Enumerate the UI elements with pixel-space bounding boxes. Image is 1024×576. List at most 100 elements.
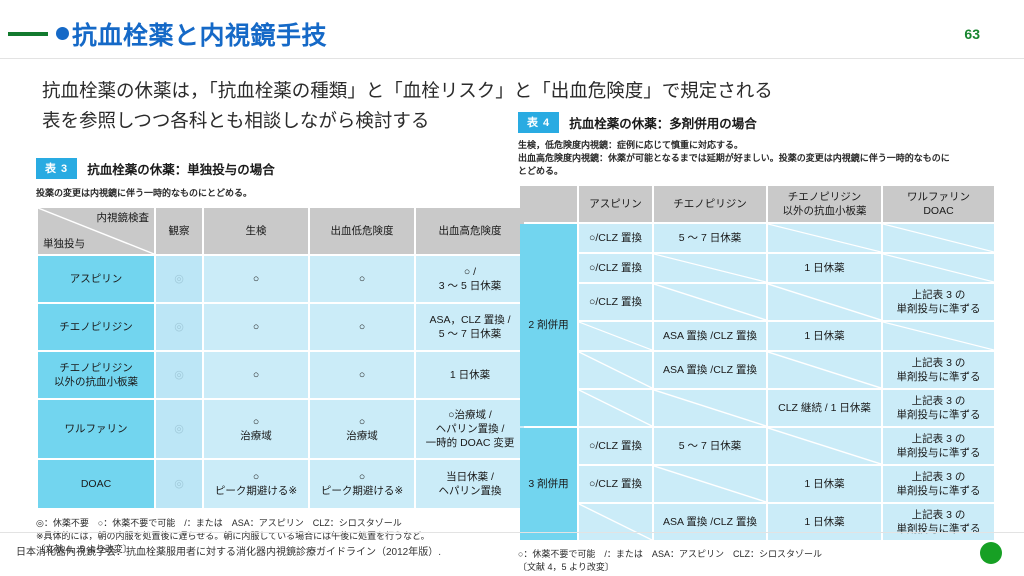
table4-col-0: アスピリン bbox=[579, 186, 652, 222]
footer-divider bbox=[0, 532, 1024, 533]
table-row: 3 剤併用 ○/CLZ 置換 5 〜 7 日休薬 上記表 3 の単剤投与に準ずる bbox=[520, 428, 994, 540]
table3-row-label: DOAC bbox=[38, 460, 154, 508]
table4-corner-cell bbox=[520, 186, 577, 222]
lead-paragraph: 抗血栓薬の休薬は，「抗血栓薬の種類」と「血栓リスク」と「出血危険度」で規定される… bbox=[42, 76, 872, 136]
diagonal-line-icon bbox=[883, 254, 994, 282]
table4-note-1: 出血高危険度内視鏡：休薬が可能となるまでは延期が好ましい。投薬の変更は内視鏡に伴… bbox=[518, 153, 950, 163]
table3-col-3: 出血高危険度 bbox=[416, 208, 524, 254]
table3-cell: ○ bbox=[310, 352, 414, 398]
table4-group-label: 3 剤併用 bbox=[520, 428, 577, 540]
table-row: ワルファリン ◎ ○ 治療域 ○ 治療域 ○治療域 / ヘパリン置換 / 一時的 DOAC 変更 bbox=[38, 400, 524, 458]
table4-cell: 上記表 3 の単剤投与に準ずる bbox=[883, 504, 994, 540]
table3-badge: 表 3 bbox=[36, 158, 78, 179]
table3-title: 抗血栓薬の休薬：単独投与の場合 bbox=[87, 163, 275, 177]
table4-cell: ASA 置換 /CLZ 置換 bbox=[654, 322, 766, 350]
table4-cell: ○/CLZ 置換 bbox=[579, 428, 652, 464]
table4-cell: 1 日休薬 bbox=[768, 466, 881, 502]
table4-cell: 上記表 3 の単剤投与に準ずる bbox=[883, 352, 994, 388]
table4-title: 抗血栓薬の休薬：多剤併用の場合 bbox=[569, 117, 757, 131]
table-row: ASA 置換 /CLZ 置換 上記表 3 の単剤投与に準ずる bbox=[520, 352, 994, 388]
table3-cell: ◎ bbox=[156, 304, 202, 350]
table4-cell bbox=[579, 504, 652, 540]
table4-cell bbox=[654, 390, 766, 426]
table3-row-label: チエノピリジン 以外の抗血小板薬 bbox=[38, 352, 154, 398]
table3-col-2: 出血低危険度 bbox=[310, 208, 414, 254]
title-dash-icon bbox=[8, 32, 48, 36]
table4-cell bbox=[654, 284, 766, 320]
table3-row-label: チエノピリジン bbox=[38, 304, 154, 350]
page-number: 63 bbox=[964, 26, 980, 42]
table3-row-label: アスピリン bbox=[38, 256, 154, 302]
table3: 内視鏡検査 単独投与 観察 生検 出血低危険度 出血高危険度 アスピリン ◎ ○ ○ ○… bbox=[36, 206, 526, 510]
table3-heading: 表 3 抗血栓薬の休薬：単独投与の場合 bbox=[36, 158, 502, 179]
table4-cell bbox=[579, 352, 652, 388]
table4-footnote-0: ○：休薬不要で可能 /：または ASA：アスピリン CLZ：シロスタゾール bbox=[518, 549, 822, 559]
diagonal-line-icon bbox=[883, 224, 994, 252]
diagonal-line-icon bbox=[654, 284, 766, 320]
table-row: チエノピリジン ◎ ○ ○ ASA，CLZ 置換 /5 〜 7 日休薬 bbox=[38, 304, 524, 350]
table4-header-row: アスピリン チエノピリジン チエノピリジン 以外の抗血小板薬 ワルファリン DOAC bbox=[520, 186, 994, 222]
table3-cell: ◎ bbox=[156, 400, 202, 458]
page-title: 抗血栓薬と内視鏡手技 bbox=[72, 22, 328, 50]
header-divider bbox=[0, 58, 1024, 59]
table4-cell: ○/CLZ 置換 bbox=[579, 284, 652, 320]
table4-body: 2 剤併用 ○/CLZ 置換 5 〜 7 日休薬 ○/CLZ 置換 1 日休薬 ○/CLZ… bbox=[520, 224, 994, 540]
table3-body: アスピリン ◎ ○ ○ ○ /3 〜 5 日休薬 チエノピリジン ◎ ○ ○ ASA，CLZ 置換… bbox=[38, 256, 524, 508]
table4-cell: 上記表 3 の単剤投与に準ずる bbox=[883, 390, 994, 426]
diagonal-line-icon bbox=[768, 224, 881, 252]
table-row: ○/CLZ 置換 上記表 3 の単剤投与に準ずる bbox=[520, 284, 994, 320]
table3-note: 投薬の変更は内視鏡に伴う一時的なものにとどめる。 bbox=[36, 188, 253, 198]
table3-cell: ○ bbox=[204, 256, 308, 302]
table4-cell: 上記表 3 の単剤投与に準ずる bbox=[883, 284, 994, 320]
table3-corner-bottom: 単独投与 bbox=[43, 238, 85, 250]
table4-col-1: チエノピリジン bbox=[654, 186, 766, 222]
table3-cell: 1 日休薬 bbox=[416, 352, 524, 398]
table3-footnote-0: ◎：休薬不要 ○：休薬不要で可能 /：または ASA：アスピリン CLZ：シロス… bbox=[36, 518, 402, 528]
table4-cell: 上記表 3 の単剤投与に準ずる bbox=[883, 428, 994, 464]
table4-note-2: とどめる。 bbox=[518, 166, 564, 176]
table3-footnotes: ◎：休薬不要 ○：休薬不要で可能 /：または ASA：アスピリン CLZ：シロス… bbox=[36, 517, 502, 556]
table4-cell: 5 〜 7 日休薬 bbox=[654, 428, 766, 464]
table4-cell bbox=[768, 428, 881, 464]
table4-cell bbox=[654, 254, 766, 282]
table4-cell: 5 〜 7 日休薬 bbox=[654, 224, 766, 252]
title-bullet-icon bbox=[56, 27, 69, 40]
table4-heading: 表 4 抗血栓薬の休薬：多剤併用の場合 bbox=[518, 112, 988, 133]
table3-footnote-1: ※具体的には，朝の内服を処置後に遅らせる。朝に内服している場合には午後に処置を行… bbox=[36, 531, 430, 541]
table3-cell: ASA，CLZ 置換 /5 〜 7 日休薬 bbox=[416, 304, 524, 350]
table4-cell bbox=[883, 254, 994, 282]
lead-line-2: 表を参照しつつ各科とも相談しながら検討する bbox=[42, 110, 430, 131]
table-row: ○/CLZ 置換 1 日休薬 上記表 3 の単剤投与に準ずる bbox=[520, 466, 994, 502]
table-row: ASA 置換 /CLZ 置換 1 日休薬 bbox=[520, 322, 994, 350]
table3-cell: ○ bbox=[310, 256, 414, 302]
table3-block: 表 3 抗血栓薬の休薬：単独投与の場合 投薬の変更は内視鏡に伴う一時的なものにとど… bbox=[36, 158, 524, 556]
lead-line-1: 抗血栓薬の休薬は，「抗血栓薬の種類」と「血栓リスク」と「出血危険度」で規定される bbox=[42, 80, 773, 101]
table-row: CLZ 継続 / 1 日休薬 上記表 3 の単剤投与に準ずる bbox=[520, 390, 994, 426]
diagonal-line-icon bbox=[768, 428, 881, 464]
table3-footnote-2: 〔文献 4，5 より改変〕 bbox=[36, 544, 132, 554]
slide-header: 抗血栓薬と内視鏡手技 63 bbox=[0, 0, 1024, 58]
table4: アスピリン チエノピリジン チエノピリジン 以外の抗血小板薬 ワルファリン DOAC… bbox=[518, 184, 996, 542]
table4-cell bbox=[579, 390, 652, 426]
diagonal-line-icon bbox=[768, 284, 881, 320]
table4-cell: ○/CLZ 置換 bbox=[579, 254, 652, 282]
table3-cell: ○ bbox=[204, 304, 308, 350]
table3-cell: 当日休薬 / ヘパリン置換 bbox=[416, 460, 524, 508]
citation: 日本消化器内視鏡学会．抗血栓薬服用者に対する消化器内視鏡診療ガイドライン（201… bbox=[16, 547, 442, 558]
table4-cell bbox=[768, 352, 881, 388]
table4-cell bbox=[883, 322, 994, 350]
diagonal-line-icon bbox=[883, 322, 994, 350]
diagonal-line-icon bbox=[768, 352, 881, 388]
table4-notes: 生検，低危険度内視鏡：症例に応じて慎重に対応する。 出血高危険度内視鏡：休薬が可… bbox=[518, 139, 988, 178]
table3-cell: ○ 治療域 bbox=[310, 400, 414, 458]
table3-cell: ◎ bbox=[156, 460, 202, 508]
table-row: アスピリン ◎ ○ ○ ○ /3 〜 5 日休薬 bbox=[38, 256, 524, 302]
table4-cell: ○/CLZ 置換 bbox=[579, 466, 652, 502]
table4-badge: 表 4 bbox=[518, 112, 560, 133]
table4-cell bbox=[579, 322, 652, 350]
table3-cell: ○ /3 〜 5 日休薬 bbox=[416, 256, 524, 302]
table3-col-1: 生検 bbox=[204, 208, 308, 254]
table-row: ○/CLZ 置換 1 日休薬 bbox=[520, 254, 994, 282]
table3-corner-cell: 内視鏡検査 単独投与 bbox=[38, 208, 154, 254]
table-row: DOAC ◎ ○ ピーク期避ける※ ○ ピーク期避ける※ 当日休薬 / ヘパリン置換 bbox=[38, 460, 524, 508]
